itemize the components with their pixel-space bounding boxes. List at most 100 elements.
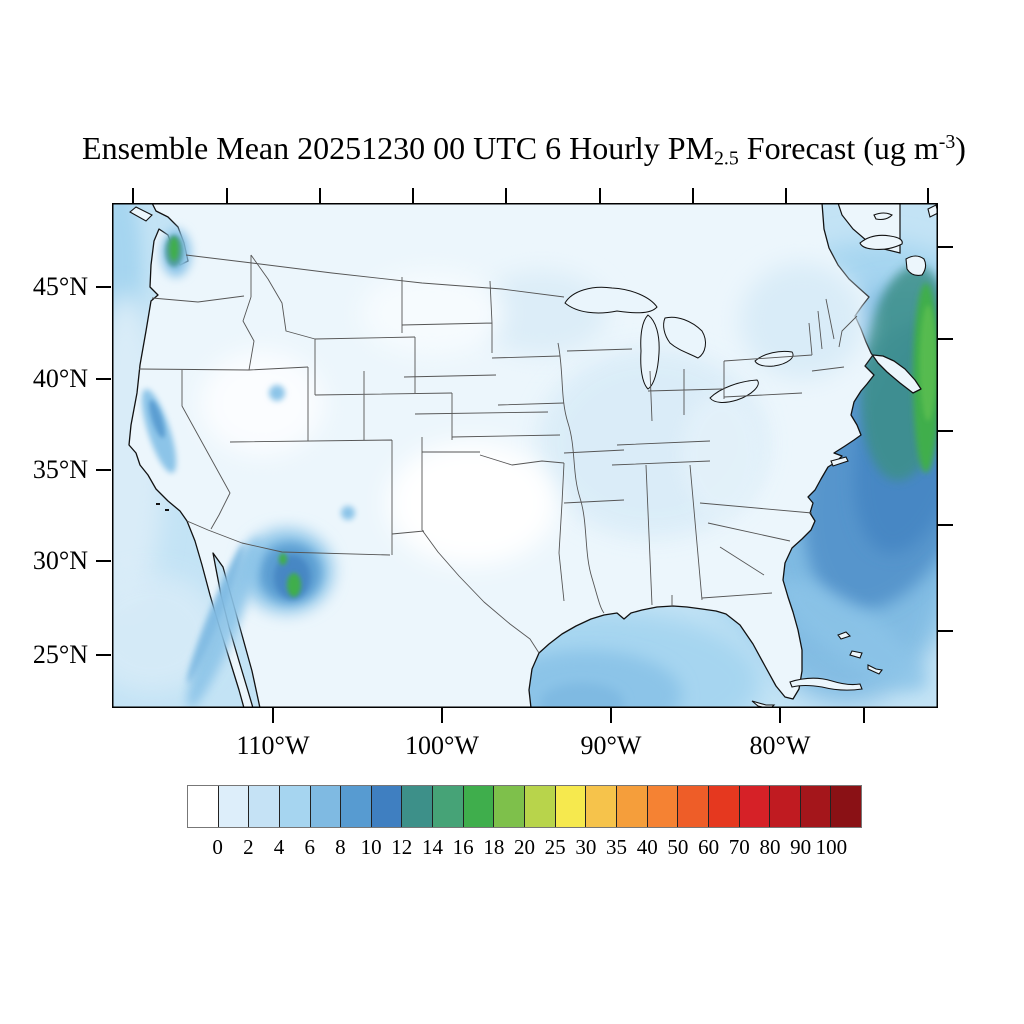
y-axis-tick-label: 25°N	[32, 640, 88, 669]
y-axis-tick-label: 40°N	[32, 364, 88, 393]
colorbar-cell	[493, 786, 525, 827]
hotspot-seattle	[161, 229, 191, 277]
colorbar-tick-label: 60	[698, 835, 720, 859]
lake-michigan	[640, 314, 660, 390]
lake-superior	[564, 286, 658, 314]
colorbar-cell	[585, 786, 616, 827]
bahamas	[837, 631, 883, 675]
title-text-2: Forecast (ug m	[738, 130, 939, 166]
top-axis-tick	[132, 188, 134, 203]
long-island	[830, 456, 849, 467]
colorbar-cell	[217, 786, 249, 827]
colorbar-tick-label: 8	[335, 835, 346, 859]
y-axis-tick-label: 35°N	[32, 455, 88, 484]
colorbar-cell	[340, 786, 371, 827]
prince-edward-island	[859, 234, 903, 250]
colorbar-tick-label: 10	[360, 835, 382, 859]
x-axis-tick	[610, 708, 612, 723]
top-axis-tick	[785, 188, 787, 203]
colorbar-cell	[677, 786, 708, 827]
x-axis-tick-label: 80°W	[749, 731, 811, 760]
top-axis-tick	[226, 188, 228, 203]
right-axis-tick	[938, 430, 953, 432]
top-axis-tick	[505, 188, 507, 203]
title-subscript: 2.5	[714, 147, 739, 170]
colorbar-tick-label: 90	[790, 835, 812, 859]
top-axis-tick	[692, 188, 694, 203]
colorbar	[187, 785, 862, 828]
lake-huron	[663, 316, 706, 359]
colorbar-cell	[554, 786, 586, 827]
y-axis-tick	[96, 654, 111, 656]
colorbar-tick-label: 50	[667, 835, 689, 859]
y-axis-tick	[96, 469, 111, 471]
state-borders	[138, 254, 858, 654]
colorbar-tick-label: 40	[636, 835, 658, 859]
great-lakes	[564, 286, 794, 403]
x-axis-tick	[779, 708, 781, 723]
colorbar-cell	[248, 786, 279, 827]
colorbar-tick-label: 20	[514, 835, 535, 859]
colorbar-tick-label: 2	[243, 835, 254, 859]
colorbar-tick-label: 80	[759, 835, 781, 859]
cape-breton	[905, 255, 927, 276]
plot-frame	[112, 203, 938, 708]
page-title: Ensemble Mean 20251230 00 UTC 6 Hourly P…	[82, 130, 966, 171]
colorbar-tick-label: 16	[452, 835, 474, 859]
newfoundland-bit	[927, 204, 938, 218]
map-plot: 45°N 40°N 35°N 30°N 25°N 110°W 100°W 90°W 80°W	[33, 188, 953, 760]
channel-islands	[156, 503, 169, 511]
colorbar-cell	[188, 786, 218, 827]
colorbar-cell	[830, 786, 862, 827]
land-shading	[200, 263, 864, 565]
x-axis-tick-label: 90°W	[580, 731, 642, 760]
hotspot-minor	[187, 385, 355, 708]
y-axis-tick-label: 30°N	[32, 546, 88, 575]
right-axis-tick	[938, 338, 953, 340]
colorbar-tick-label: 18	[483, 835, 505, 859]
anticosti	[873, 212, 893, 221]
vancouver-island	[129, 206, 153, 222]
right-axis-tick	[938, 630, 953, 632]
hotspot-arizona	[241, 529, 333, 613]
colorbar-tick-label: 0	[212, 835, 223, 859]
colorbar-tick-label: 30	[575, 835, 597, 859]
lake-erie	[709, 379, 759, 403]
islands	[129, 204, 938, 708]
colorbar-cell	[646, 786, 678, 827]
top-axis-tick	[599, 188, 601, 203]
colorbar-cell	[370, 786, 402, 827]
colorbar-tick-label: 70	[728, 835, 750, 859]
map-svg	[112, 203, 938, 708]
right-axis-tick	[938, 524, 953, 526]
colorbar-tick-label: 4	[273, 835, 285, 859]
title-text: Ensemble Mean 20251230 00 UTC 6 Hourly P…	[82, 130, 715, 166]
colorbar-cell	[799, 786, 831, 827]
cuba-coast	[789, 677, 863, 691]
colorbar-tick-label: 25	[544, 835, 566, 859]
colorbar-tick-label: 100	[815, 835, 848, 859]
y-axis-tick-label: 45°N	[32, 272, 88, 301]
title-superscript: -3	[938, 131, 956, 154]
x-axis-tick-minor	[863, 708, 865, 723]
colorbar-cell	[707, 786, 739, 827]
colorbar-cell	[462, 786, 494, 827]
y-axis-tick	[96, 286, 111, 288]
lake-ontario	[754, 350, 794, 367]
colorbar-cell	[769, 786, 800, 827]
top-axis-tick	[412, 188, 414, 203]
colorbar-cell	[309, 786, 341, 827]
top-axis-tick	[927, 188, 929, 203]
colorbar-cell	[278, 786, 310, 827]
colorbar-cell	[432, 786, 463, 827]
x-axis-tick	[441, 708, 443, 723]
x-axis-tick	[272, 708, 274, 723]
colorbar-cell	[524, 786, 555, 827]
x-axis-tick-label: 100°W	[405, 731, 479, 760]
colorbar-tick-label: 6	[304, 835, 315, 859]
title-text-3: )	[955, 130, 966, 166]
colorbar-tick-label: 12	[391, 835, 413, 859]
colorbar-tick-label: 35	[606, 835, 628, 859]
colorbar-tick-label: 14	[421, 835, 443, 859]
